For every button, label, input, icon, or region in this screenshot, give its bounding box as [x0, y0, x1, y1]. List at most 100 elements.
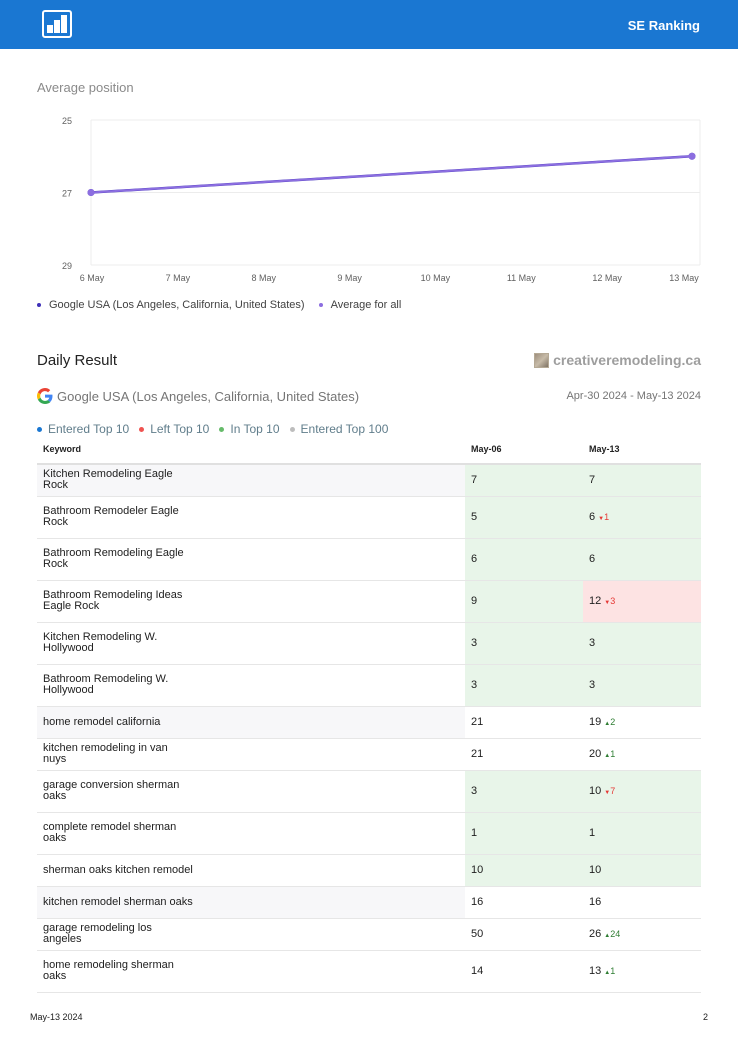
keyword-cell: kitchen remodel sherman oaks — [37, 886, 465, 919]
keyword-cell: garage conversion sherman oaks — [37, 770, 465, 813]
column-header-keyword[interactable]: Keyword — [37, 434, 465, 465]
keyword-text: kitchen remodel sherman oaks — [43, 895, 193, 908]
position-up-indicator: ▲24 — [604, 929, 620, 939]
footer-date: May-13 2024 — [30, 1012, 83, 1022]
search-engine-label: Google USA (Los Angeles, California, Uni… — [57, 388, 360, 404]
keyword-text: Bathroom Remodeling Ideas Eagle Rock — [43, 589, 183, 612]
page-number: 2 — [702, 1012, 708, 1022]
position-cell: 19 ▲2 — [583, 706, 701, 739]
position-cell: 3 — [583, 622, 701, 665]
legend-dot — [37, 303, 41, 307]
status-legend: Entered Top 10 Left Top 10 In Top 10 Ent… — [37, 422, 388, 436]
series-line — [90, 155, 693, 194]
position-cell: 7 — [583, 464, 701, 497]
section-title: Daily Result — [37, 352, 118, 369]
position-value: 3 — [471, 637, 478, 649]
position-value: 6 — [589, 553, 596, 565]
position-value: 6 — [589, 511, 596, 523]
status-dot — [139, 426, 145, 432]
position-value: 7 — [471, 474, 478, 487]
position-value: 7 — [589, 474, 596, 487]
top-bar: SE Ranking — [0, 0, 738, 49]
x-tick-label: 12 May — [592, 273, 622, 283]
keyword-cell: kitchen remodeling in van nuys — [37, 738, 465, 771]
position-cell: 3 — [465, 770, 583, 813]
table-row: home remodel california 21 19 ▲2 — [37, 706, 701, 739]
position-down-indicator: ▼3 — [604, 596, 615, 606]
position-cell: 6 — [465, 538, 583, 581]
table-row: Bathroom Remodeling Ideas Eagle Rock 9 12 ▼… — [37, 580, 701, 623]
position-value: 50 — [471, 928, 484, 940]
legend-item-average[interactable]: Average for all — [318, 299, 401, 311]
keyword-cell: Bathroom Remodeling Eagle Rock — [37, 538, 465, 581]
position-value: 21 — [471, 716, 484, 728]
keyword-text: home remodeling sherman oaks — [43, 959, 174, 982]
position-value: 5 — [471, 511, 478, 523]
position-up-indicator: ▲2 — [604, 717, 615, 727]
position-value: 3 — [471, 679, 478, 691]
x-tick-label: 13 May — [669, 273, 699, 283]
chart-title: Average position — [37, 80, 134, 95]
position-value: 1 — [471, 827, 478, 839]
position-cell: 6 ▼1 — [583, 496, 701, 539]
keyword-text: garage remodeling los angeles — [43, 922, 152, 945]
column-header-date[interactable]: May-13 — [583, 434, 701, 465]
position-cell: 10 — [583, 854, 701, 887]
position-cell: 10 ▼7 — [583, 770, 701, 813]
legend-item-google-usa[interactable]: Google USA (Los Angeles, California, Uni… — [37, 299, 305, 311]
table-row: complete remodel sherman oaks 1 1 — [37, 812, 701, 855]
column-header-date[interactable]: May-06 — [465, 434, 583, 465]
keyword-text: Bathroom Remodeling W. Hollywood — [43, 673, 169, 696]
position-cell: 9 — [465, 580, 583, 623]
position-cell: 7 — [465, 464, 583, 497]
x-tick-label: 7 May — [166, 273, 191, 283]
table-row: Bathroom Remodeling Eagle Rock 6 6 — [37, 538, 701, 581]
data-point — [87, 189, 95, 196]
site-domain: creativeremodeling.ca — [553, 352, 701, 368]
keyword-cell: garage remodeling los angeles — [37, 918, 465, 951]
keyword-text: complete remodel sherman oaks — [43, 821, 177, 844]
position-cell: 12 ▼3 — [583, 580, 701, 623]
position-cell: 1 — [583, 812, 701, 855]
arrow-down-icon: ▼ — [604, 790, 611, 796]
position-cell: 50 — [465, 918, 583, 951]
position-cell: 16 — [465, 886, 583, 919]
position-cell: 14 — [465, 950, 583, 993]
table-row: garage remodeling los angeles 50 26 ▲24 — [37, 918, 701, 951]
position-change-value: 2 — [610, 717, 616, 727]
position-value: 10 — [471, 864, 484, 876]
keyword-cell: Kitchen Remodeling Eagle Rock — [37, 464, 465, 497]
status-dot — [289, 426, 295, 432]
status-entered-top-100: Entered Top 100 — [289, 422, 388, 436]
status-left-top-10: Left Top 10 — [139, 422, 209, 436]
bar-chart-logo-icon — [42, 10, 72, 38]
status-entered-top-10: Entered Top 10 — [37, 422, 129, 436]
table-header-row: Keyword May-06 May-13 — [37, 434, 701, 465]
position-value: 1 — [589, 827, 596, 839]
position-change-value: 24 — [610, 929, 621, 939]
position-value: 10 — [589, 785, 602, 797]
table-row: Kitchen Remodeling Eagle Rock 7 7 — [37, 464, 701, 497]
arrow-up-icon: ▲ — [604, 970, 611, 976]
keyword-text: Bathroom Remodeler Eagle Rock — [43, 505, 179, 528]
chart-legend: Google USA (Los Angeles, California, Uni… — [37, 299, 401, 311]
status-label: Left Top 10 — [150, 422, 210, 436]
position-cell: 13 ▲1 — [583, 950, 701, 993]
table-row: kitchen remodel sherman oaks 16 16 — [37, 886, 701, 919]
keyword-cell: sherman oaks kitchen remodel — [37, 854, 465, 887]
keyword-text: kitchen remodeling in van nuys — [43, 742, 168, 765]
keyword-text: garage conversion sherman oaks — [43, 779, 180, 802]
status-label: In Top 10 — [230, 422, 280, 436]
position-cell: 21 — [465, 738, 583, 771]
position-value: 16 — [589, 896, 602, 908]
table-row: home remodeling sherman oaks 14 13 ▲1 — [37, 950, 701, 993]
table-row: kitchen remodeling in van nuys 21 20 ▲1 — [37, 738, 701, 771]
position-value: 3 — [589, 637, 596, 649]
y-tick-label: 29 — [62, 261, 72, 271]
average-position-chart: 25 27 29 6 May 7 May 8 May 9 May 10 May 11 May 12… — [62, 116, 701, 283]
keyword-cell: Kitchen Remodeling W. Hollywood — [37, 622, 465, 665]
keyword-cell: Bathroom Remodeler Eagle Rock — [37, 496, 465, 539]
position-up-indicator: ▲1 — [604, 966, 615, 976]
keyword-text: home remodel california — [43, 715, 161, 728]
status-dot — [37, 426, 42, 432]
